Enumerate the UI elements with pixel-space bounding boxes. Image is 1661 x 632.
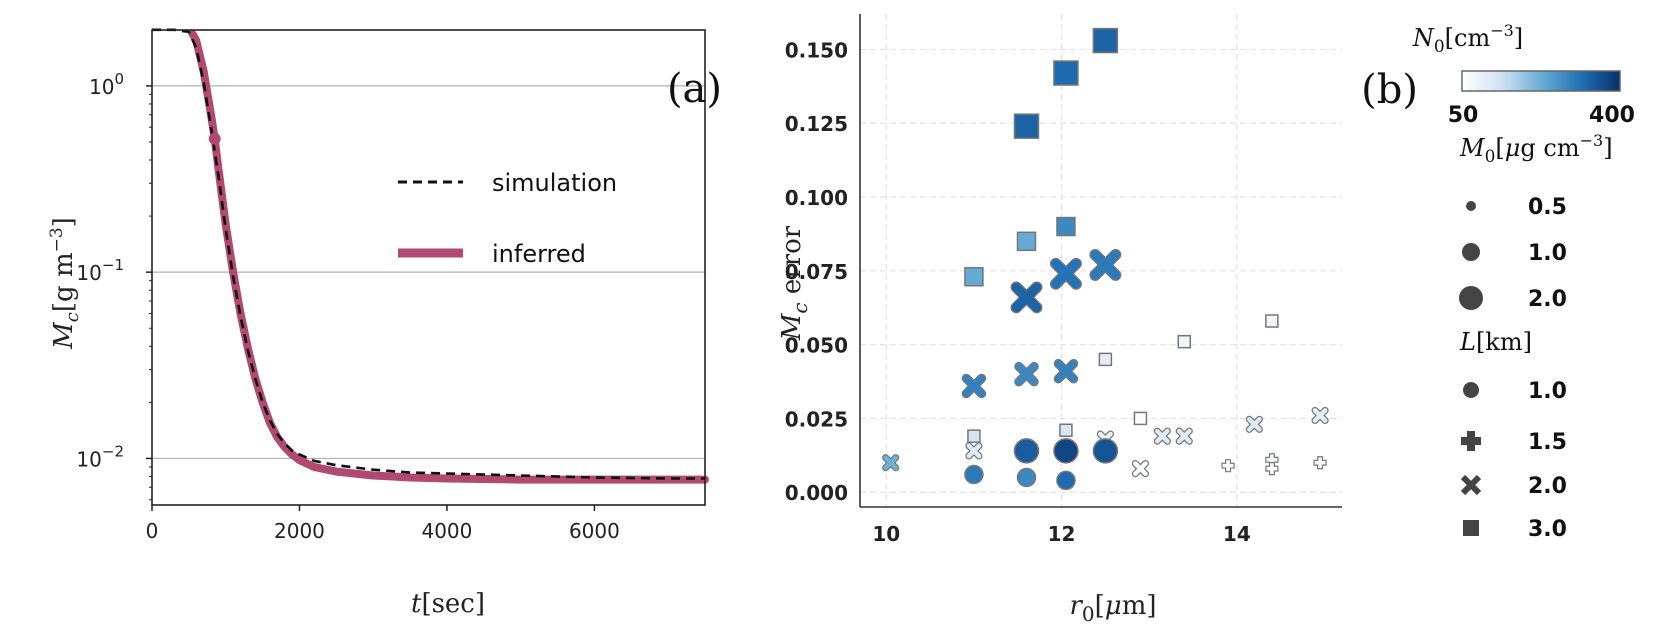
b-ytick-label-3: 0.075 xyxy=(785,260,848,284)
b-ytick-label-5: 0.125 xyxy=(785,112,848,136)
b-point-13 xyxy=(1049,257,1082,290)
b-marker-legend-circle xyxy=(1463,382,1479,398)
b-point-7 xyxy=(1177,334,1192,349)
b-point-5 xyxy=(964,266,984,287)
a-legend-label-simulation: simulation xyxy=(492,169,617,197)
b-ytick-label-2: 0.050 xyxy=(785,334,848,358)
b-point-2 xyxy=(1013,113,1040,139)
b-marker-legend-label-plus: 1.5 xyxy=(1528,430,1567,455)
b-points xyxy=(882,27,1329,491)
b-point-33 xyxy=(964,464,984,485)
b-size-legend-label-small: 0.5 xyxy=(1528,195,1567,220)
b-point-6 xyxy=(1265,314,1279,328)
b-point-10 xyxy=(1059,423,1073,437)
b-point-18 xyxy=(1311,406,1329,425)
a-panel-label: (a) xyxy=(667,66,722,112)
b-y-ticks: 0.000 0.025 0.050 0.075 0.100 0.125 0.150 xyxy=(785,38,848,505)
b-xtick-label-0: 10 xyxy=(872,522,900,546)
b-point-4 xyxy=(1016,231,1037,252)
b-point-3 xyxy=(1056,216,1076,237)
a-ytick-label-1: 10−1 xyxy=(76,256,124,285)
b-marker-legend-label-x: 2.0 xyxy=(1528,474,1567,499)
b-point-24 xyxy=(1131,460,1150,478)
a-marker-point xyxy=(208,132,221,145)
b-ytick-label-4: 0.100 xyxy=(785,186,848,210)
a-y-ticks: 100 10−1 10−2 xyxy=(76,70,152,501)
b-ytick-label-6: 0.150 xyxy=(785,38,848,62)
b-marker-legend: L[km] 1.0 1.5 2.0 3.0 xyxy=(1459,328,1567,542)
b-point-34 xyxy=(1016,467,1037,488)
a-series xyxy=(152,28,709,484)
b-point-32 xyxy=(1092,438,1119,464)
b-y-axis-label: Mc error xyxy=(777,225,812,341)
b-xtick-label-2: 14 xyxy=(1223,522,1251,546)
a-x-axis-label: t[sec] xyxy=(411,589,485,619)
b-point-25 xyxy=(882,454,900,472)
b-size-legend-marker-large xyxy=(1459,286,1483,310)
b-ytick-label-0: 0.000 xyxy=(785,481,848,505)
b-x-ticks: 10 12 14 xyxy=(872,522,1250,546)
a-xtick-label-1: 2000 xyxy=(274,519,325,543)
b-colorbar-max-label: 400 xyxy=(1589,103,1635,128)
b-point-17 xyxy=(961,373,987,399)
b-point-29 xyxy=(1221,459,1235,473)
b-panel-label: (b) xyxy=(1361,67,1418,113)
b-size-legend-title: M0[μg cm−3] xyxy=(1459,131,1613,167)
b-point-31 xyxy=(1053,438,1079,464)
b-point-28 xyxy=(1313,456,1327,470)
b-colorbar: N0[cm−3] 50 400 xyxy=(1412,21,1635,128)
b-point-19 xyxy=(1245,415,1263,433)
b-point-0 xyxy=(1092,27,1119,54)
a-legend: simulation inferred xyxy=(398,169,617,268)
b-point-23 xyxy=(965,442,983,460)
a-series-simulation xyxy=(152,28,705,480)
b-marker-legend-label-circle: 1.0 xyxy=(1528,379,1567,404)
a-legend-label-inferred: inferred xyxy=(492,240,586,268)
panel-b: 10 12 14 0.000 0.025 0.050 0.075 0.100 0.125 0.1… xyxy=(777,14,1635,626)
b-ytick-label-1: 0.025 xyxy=(785,407,848,431)
b-point-11 xyxy=(967,429,981,443)
b-marker-legend-title: L[km] xyxy=(1459,328,1532,356)
b-size-legend: M0[μg cm−3] 0.5 1.0 2.0 xyxy=(1459,131,1613,312)
b-point-21 xyxy=(1153,427,1171,445)
b-size-legend-marker-medium xyxy=(1462,243,1480,261)
b-point-20 xyxy=(1175,427,1193,445)
b-marker-legend-x xyxy=(1460,474,1482,496)
b-marker-legend-square xyxy=(1463,520,1479,536)
a-ytick-label-2: 10−2 xyxy=(76,442,124,471)
b-marker-legend-plus xyxy=(1461,431,1481,451)
b-point-35 xyxy=(1056,470,1076,491)
b-axes xyxy=(859,14,1342,508)
a-gridlines xyxy=(152,85,705,460)
b-point-30 xyxy=(1013,438,1040,464)
a-y-axis-label: Mc[g m−3] xyxy=(47,217,83,350)
b-colorbar-bar xyxy=(1461,70,1621,92)
b-size-legend-label-large: 2.0 xyxy=(1528,287,1567,312)
b-colorbar-min-label: 50 xyxy=(1448,103,1479,128)
b-point-12 xyxy=(1089,248,1122,281)
b-point-15 xyxy=(1053,358,1079,384)
a-xtick-label-0: 0 xyxy=(146,519,159,543)
b-point-14 xyxy=(1010,281,1043,314)
b-size-legend-marker-small xyxy=(1466,201,1476,211)
a-xtick-label-2: 4000 xyxy=(421,519,472,543)
b-point-1 xyxy=(1053,60,1079,86)
b-point-9 xyxy=(1133,411,1148,426)
a-ytick-label-0: 100 xyxy=(89,70,124,99)
b-point-27 xyxy=(1265,462,1279,476)
b-size-legend-label-medium: 1.0 xyxy=(1528,241,1567,266)
b-colorbar-title: N0[cm−3] xyxy=(1412,21,1523,57)
b-point-8 xyxy=(1098,352,1113,367)
b-x-axis-label: r0[μm] xyxy=(1069,591,1156,626)
a-x-ticks: 0 2000 4000 6000 xyxy=(146,505,620,543)
panel-a: 0 2000 4000 6000 100 10−1 10−2 (a) t[sec] Mc[… xyxy=(47,28,722,619)
a-plot-frame xyxy=(151,29,706,506)
b-xtick-label-1: 12 xyxy=(1048,522,1076,546)
b-point-16 xyxy=(1014,361,1039,387)
b-marker-legend-label-square: 3.0 xyxy=(1528,517,1567,542)
a-xtick-label-3: 6000 xyxy=(569,519,620,543)
